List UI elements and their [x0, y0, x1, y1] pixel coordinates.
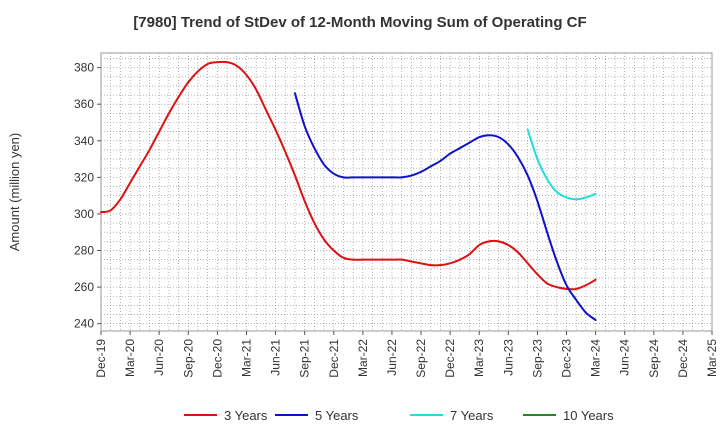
x-tick-label: Mar-24: [589, 339, 603, 377]
chart-title: [7980] Trend of StDev of 12-Month Moving…: [133, 14, 587, 31]
series-line-3: [526, 128, 597, 201]
y-tick-label: 360: [74, 97, 94, 111]
x-tick-label: Sep-22: [414, 339, 428, 378]
x-tick-label: Mar-22: [356, 339, 370, 377]
x-tick-label: Sep-23: [530, 339, 544, 378]
grid: [101, 53, 712, 331]
series-lines: [100, 60, 597, 322]
x-tick-label: Dec-24: [676, 339, 690, 378]
x-tick-label: Dec-21: [327, 339, 341, 378]
x-tick-label: Sep-24: [647, 339, 661, 378]
x-tick-label: Jun-23: [501, 339, 515, 376]
x-tick-label: Mar-20: [123, 339, 137, 377]
x-tick-label: Dec-23: [560, 339, 574, 378]
x-tick-label: Mar-25: [705, 339, 719, 377]
series-line-1: [100, 60, 597, 291]
y-tick-label: 320: [74, 170, 94, 184]
legend-label-2: 5 Years: [315, 408, 359, 423]
axes: 240 260 280 300 320 340 360 380 Dec-19 Mar-20 Jun-…: [7, 52, 719, 378]
x-tick-label: Jun-22: [385, 339, 399, 376]
x-tick-label: Jun-21: [269, 339, 283, 376]
x-tick-label: Jun-24: [618, 339, 632, 376]
y-tick-label: 260: [74, 280, 94, 294]
series-line-2: [293, 92, 597, 322]
legend-label-1: 3 Years: [224, 408, 268, 423]
x-tick-label: Sep-21: [298, 339, 312, 378]
x-tick-label: Mar-21: [239, 339, 253, 377]
y-tick-label: 380: [74, 61, 94, 75]
x-tick-label: Dec-19: [94, 339, 108, 378]
legend-label-4: 10 Years: [563, 408, 614, 423]
x-tick-label: Dec-22: [443, 339, 457, 378]
y-axis-title: Amount (million yen): [7, 133, 22, 252]
x-tick-label: Mar-23: [472, 339, 486, 377]
x-tick-label: Dec-20: [210, 339, 224, 378]
plot-area-border: [100, 52, 713, 332]
y-tick-label: 240: [74, 317, 94, 331]
y-tick-label: 300: [74, 207, 94, 221]
y-tick-label: 340: [74, 134, 94, 148]
legend-label-3: 7 Years: [450, 408, 494, 423]
x-tick-label: Sep-20: [181, 339, 195, 378]
legend: 3 Years 5 Years 7 Years 10 Years: [184, 408, 614, 423]
x-tick-label: Jun-20: [152, 339, 166, 376]
y-tick-label: 280: [74, 244, 94, 258]
